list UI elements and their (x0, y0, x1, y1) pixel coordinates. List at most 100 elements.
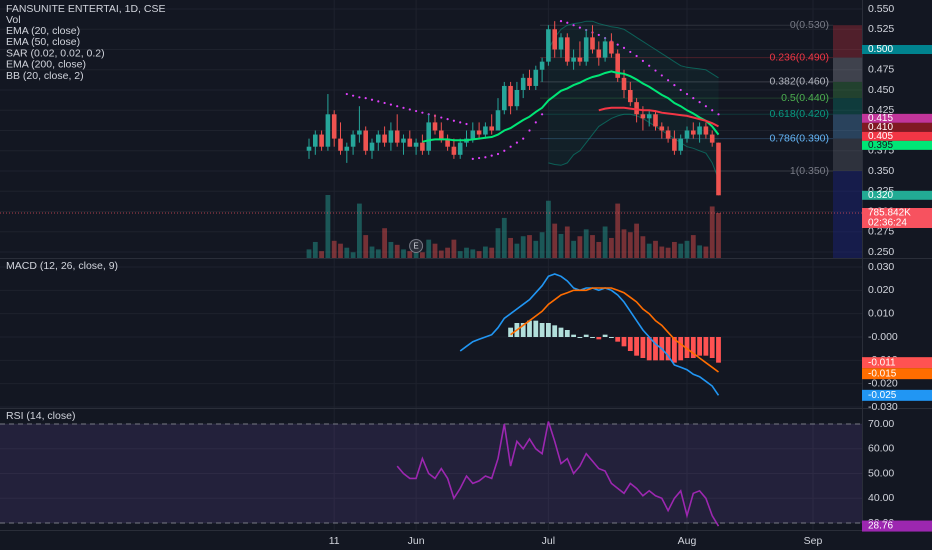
candle-body (470, 130, 476, 139)
candle-body (691, 130, 696, 135)
sar-dot (471, 157, 474, 160)
macd-histogram-bar (665, 337, 671, 361)
price-badge-label: 0.415 (868, 113, 893, 124)
volume-bar (363, 235, 369, 258)
candle-body (672, 138, 677, 151)
candle-body (628, 90, 633, 103)
volume-bar (697, 245, 702, 258)
y-tick-label: 50.00 (868, 467, 894, 479)
price-badge-label: 0.405 (868, 131, 893, 142)
fib-label: 0.786(0.390) (769, 132, 829, 144)
countdown-label: 02:36:24 (868, 218, 907, 229)
volume-bar (533, 240, 539, 258)
volume-bar (716, 212, 721, 258)
macd-histogram-bar (640, 337, 646, 358)
volume-bar (583, 229, 589, 258)
volume-bar (602, 226, 608, 258)
ema-line (422, 70, 720, 143)
candle-body (331, 114, 337, 139)
sar-dot (541, 113, 544, 116)
y-tick-label: -0.000 (868, 331, 898, 343)
volume-bar (646, 243, 652, 258)
candle-body (338, 138, 343, 151)
macd-histogram-bar (690, 337, 696, 358)
macd-histogram-bar (634, 337, 639, 356)
sar-dot (597, 33, 600, 37)
candle-body (716, 142, 721, 196)
price-badge (862, 520, 932, 532)
candle-body (319, 134, 324, 147)
candle-body (407, 138, 413, 147)
macd-histogram-bar (646, 337, 652, 361)
sar-dot (679, 88, 682, 92)
candle-body (426, 122, 431, 151)
volume-bar (571, 240, 576, 258)
signal-line (510, 287, 719, 373)
candle-body (571, 57, 576, 62)
volume-bar (375, 249, 381, 258)
price-badge (862, 357, 932, 369)
indicator-label: SAR (0.02, 0.02, 0.2) (6, 47, 105, 59)
candle-body (394, 130, 400, 143)
volume-bar (634, 223, 639, 258)
candle-body (590, 37, 595, 50)
volume-bar (338, 243, 343, 258)
volume-bar (558, 233, 564, 258)
earnings-label: E (413, 242, 418, 251)
y-tick-label: 0.450 (868, 84, 894, 96)
sar-dot (673, 84, 676, 87)
price-badge-label: 28.76 (868, 521, 893, 532)
volume-bar (659, 246, 665, 258)
macd-histogram-bar (564, 330, 570, 337)
candle-body (420, 142, 425, 151)
y-tick-label: 0.020 (868, 284, 894, 296)
volume-bar (546, 200, 551, 258)
sar-dot (692, 97, 695, 100)
price-badge (862, 389, 932, 401)
sar-dot (528, 129, 531, 132)
sar-dot (383, 101, 386, 105)
volume-bar (483, 246, 488, 258)
volume-bar (609, 237, 614, 258)
volume-bar (627, 232, 633, 258)
volume-bar (539, 232, 545, 258)
volume-bar (577, 236, 583, 258)
sar-dot (396, 105, 399, 108)
volume-bar (672, 241, 677, 258)
sar-dot (446, 118, 449, 121)
y-tick-label: 70.00 (868, 418, 894, 430)
sar-dot (370, 98, 374, 101)
volume-bar (690, 235, 696, 258)
candle-body (602, 41, 608, 58)
candle-body (388, 130, 394, 143)
volume-bar (621, 229, 627, 258)
sar-dot (352, 94, 355, 97)
sar-dot (377, 100, 380, 103)
volume-bar (325, 195, 331, 258)
macd-histogram-bar (590, 337, 595, 338)
candle-body (439, 130, 444, 139)
candle-body (609, 41, 614, 54)
sar-dot (685, 92, 689, 96)
y-tick-label: 0.550 (868, 3, 894, 15)
sar-dot (421, 111, 424, 114)
macd-histogram-bar (583, 334, 589, 337)
sar-dot (490, 154, 493, 157)
candle-body (678, 138, 683, 151)
price-badge (862, 190, 932, 200)
ema-line (598, 106, 719, 128)
macd-histogram-bar (609, 337, 614, 338)
volume-bar (438, 250, 444, 258)
volume-bar (665, 247, 671, 258)
volume-bar (306, 249, 312, 258)
macd-histogram-bar (672, 337, 677, 363)
indicator-label: EMA (50, close) (6, 36, 80, 48)
sar-dot (717, 113, 720, 116)
volume-bar (331, 240, 337, 258)
sar-dot (572, 24, 575, 27)
candle-body (697, 126, 702, 135)
macd-histogram-bar (546, 323, 551, 337)
volume-bar (464, 247, 469, 258)
sar-dot (459, 121, 462, 124)
